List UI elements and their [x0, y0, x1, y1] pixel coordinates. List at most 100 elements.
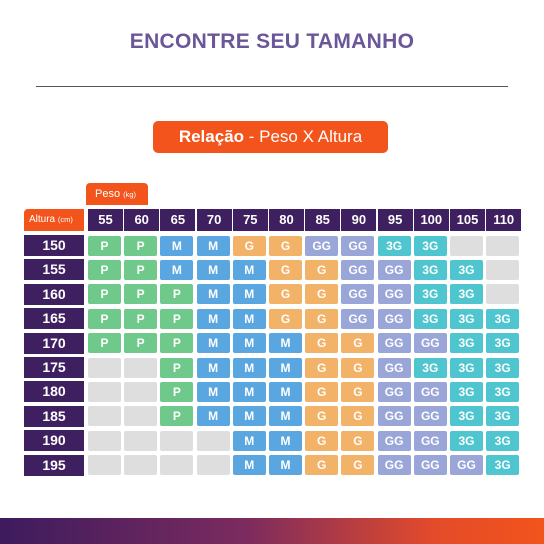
- weight-header: 80: [269, 209, 304, 231]
- weight-header: 110: [486, 209, 522, 231]
- size-cell: M: [232, 357, 266, 378]
- size-cell: M: [269, 406, 302, 427]
- size-cell: 3G: [450, 357, 483, 378]
- size-cell: M: [232, 333, 266, 354]
- size-cell: P: [88, 333, 121, 354]
- size-cell: M: [160, 235, 194, 256]
- size-cell: 3G: [377, 235, 411, 256]
- size-cell: G: [305, 430, 339, 451]
- size-cell: M: [160, 259, 194, 280]
- weight-header: 105: [450, 209, 485, 231]
- empty-cell: [88, 430, 121, 451]
- empty-cell: [450, 235, 483, 256]
- empty-cell: [486, 284, 520, 305]
- size-cell: 3G: [486, 357, 520, 378]
- weight-axis-text: Peso: [95, 188, 121, 200]
- weight-header: 100: [413, 209, 449, 231]
- height-axis-unit: (cm): [57, 215, 73, 224]
- weight-axis-label: Peso (kg): [86, 183, 148, 205]
- height-row-label: 170: [24, 332, 84, 354]
- size-cell: G: [305, 357, 339, 378]
- size-cell: P: [124, 259, 158, 280]
- size-cell: M: [232, 430, 266, 451]
- size-cell: 3G: [413, 308, 447, 329]
- size-cell: M: [269, 333, 302, 354]
- weight-header: 60: [124, 209, 160, 231]
- size-cell: 3G: [450, 430, 483, 451]
- title-divider: [36, 86, 508, 87]
- size-cell: GG: [341, 235, 375, 256]
- size-cell: GG: [413, 381, 447, 402]
- size-cell: GG: [413, 455, 447, 476]
- height-row-label: 195: [24, 454, 84, 476]
- size-cell: GG: [305, 235, 339, 256]
- size-cell: GG: [413, 430, 447, 451]
- empty-cell: [88, 357, 121, 378]
- size-cell: 3G: [486, 308, 520, 329]
- size-cell: P: [160, 406, 194, 427]
- relation-badge-text: - Peso X Altura: [244, 127, 363, 146]
- size-cell: GG: [377, 333, 411, 354]
- size-cell: M: [196, 259, 230, 280]
- height-row-label: 185: [24, 405, 84, 427]
- page-title: ENCONTRE SEU TAMANHO: [129, 30, 415, 53]
- size-cell: M: [196, 333, 230, 354]
- size-cell: GG: [377, 381, 411, 402]
- size-cell: M: [196, 381, 230, 402]
- footer-gradient-bar: [0, 518, 544, 544]
- empty-cell: [124, 430, 158, 451]
- size-cell: G: [269, 284, 302, 305]
- size-cell: M: [232, 381, 266, 402]
- size-cell: G: [269, 308, 302, 329]
- size-cell: M: [196, 406, 230, 427]
- size-cell: P: [160, 381, 194, 402]
- size-cell: P: [88, 308, 121, 329]
- size-cell: P: [88, 284, 121, 305]
- size-cell: G: [305, 381, 339, 402]
- size-cell: 3G: [486, 406, 520, 427]
- weight-header: 75: [232, 209, 268, 231]
- size-cell: P: [160, 284, 194, 305]
- size-cell: G: [305, 333, 339, 354]
- size-cell: P: [124, 284, 158, 305]
- size-cell: P: [88, 235, 121, 256]
- size-cell: P: [160, 308, 194, 329]
- size-cell: 3G: [413, 259, 447, 280]
- weight-axis-unit: (kg): [123, 190, 137, 199]
- size-cell: G: [341, 381, 375, 402]
- size-cell: G: [305, 284, 339, 305]
- empty-cell: [486, 235, 520, 256]
- size-cell: P: [160, 357, 194, 378]
- size-cell: M: [269, 381, 302, 402]
- size-cell: 3G: [413, 235, 447, 256]
- size-cell: 3G: [486, 333, 520, 354]
- size-cell: M: [232, 284, 266, 305]
- size-cell: GG: [377, 455, 411, 476]
- size-cell: 3G: [450, 259, 483, 280]
- size-cell: G: [269, 235, 302, 256]
- empty-cell: [124, 381, 158, 402]
- size-cell: GG: [377, 308, 411, 329]
- size-cell: G: [341, 357, 375, 378]
- size-cell: P: [160, 333, 194, 354]
- size-cell: G: [269, 259, 302, 280]
- size-cell: M: [232, 455, 266, 476]
- size-cell: GG: [413, 406, 447, 427]
- empty-cell: [88, 406, 121, 427]
- size-cell: 3G: [413, 357, 447, 378]
- height-axis-label: Altura (cm): [24, 209, 84, 231]
- size-cell: GG: [341, 259, 375, 280]
- weight-header: 55: [88, 209, 123, 231]
- size-cell: GG: [377, 357, 411, 378]
- size-cell: P: [124, 235, 158, 256]
- size-cell: M: [196, 284, 230, 305]
- empty-cell: [196, 430, 230, 451]
- empty-cell: [124, 406, 158, 427]
- empty-cell: [124, 455, 158, 476]
- height-row-label: 190: [24, 430, 84, 452]
- weight-header: 95: [377, 209, 413, 231]
- size-cell: 3G: [450, 381, 483, 402]
- height-row-label: 165: [24, 308, 84, 330]
- size-cell: 3G: [450, 406, 483, 427]
- size-cell: 3G: [450, 308, 483, 329]
